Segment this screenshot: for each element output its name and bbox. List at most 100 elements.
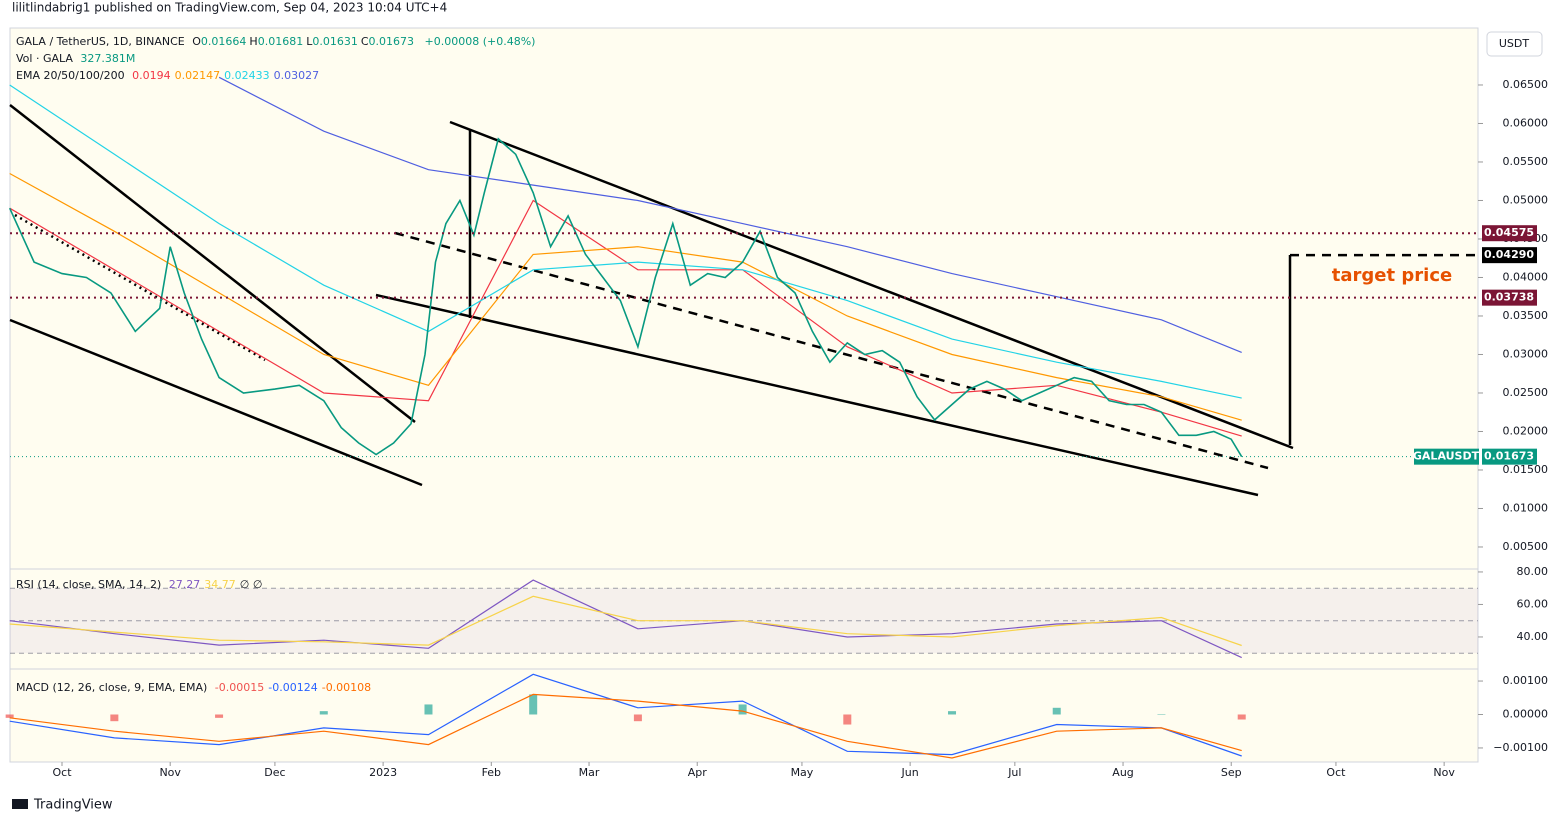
legend-value: 34.77	[204, 578, 236, 591]
x-tick-label: 2023	[369, 766, 397, 779]
symbol: GALA / TetherUS, 1D, BINANCE	[16, 35, 185, 48]
y-tick-label: 60.00	[1517, 597, 1549, 610]
currency-button[interactable]	[1486, 31, 1543, 57]
ohlc-value: 0.01673	[368, 35, 415, 48]
footer: TradingView	[33, 798, 113, 813]
macd-title: MACD (12, 26, close, 9, EMA, EMA)	[16, 681, 208, 694]
trendline	[9, 104, 416, 423]
y-tick-label: 0.04000	[1503, 270, 1549, 283]
ema-label: EMA 20/50/100/200	[16, 69, 125, 82]
x-tick-label: Mar	[579, 766, 600, 779]
price-tag-label: 0.04575	[1484, 226, 1534, 239]
legend-value: 0.02433	[224, 69, 270, 82]
y-tick-label: 0.05000	[1503, 193, 1549, 206]
ema-legend: EMA 20/50/100/200 0.0194 0.02147 0.02433 0.…	[16, 69, 323, 82]
y-tick-label: 0.06500	[1503, 78, 1549, 91]
ohlc-value: 0.01664	[200, 35, 247, 48]
legend-value: 27.27	[168, 578, 201, 591]
legend-value: 0.02147	[174, 69, 221, 82]
indicator-line	[9, 693, 1242, 759]
legend-value: -0.00124	[268, 681, 318, 694]
price-tag	[1482, 289, 1537, 306]
ohlc: O0.01664 H0.01681 L0.01631 C0.01673	[192, 35, 417, 48]
x-tick-label: Sep	[1221, 766, 1242, 779]
macd-histogram-bar	[5, 714, 14, 718]
ohlc-label: H	[249, 35, 258, 48]
trendline	[14, 213, 266, 362]
macd-histogram-bar	[424, 704, 433, 715]
x-tick-label: Apr	[688, 766, 708, 779]
rsi-legend: RSI (14, close, SMA, 14, 2) 27.27 34.77 ∅ …	[16, 578, 266, 591]
legend-value: -0.00015	[214, 681, 265, 694]
trendline	[449, 120, 1294, 450]
y-tick-label: 0.03000	[1503, 347, 1549, 360]
logo	[12, 799, 28, 809]
macd-histogram-bar	[738, 704, 747, 715]
macd-histogram-bar	[948, 711, 957, 715]
symbol-tag	[1414, 448, 1479, 465]
macd-legend: MACD (12, 26, close, 9, EMA, EMA) -0.000…	[16, 681, 375, 694]
price-legend: GALA / TetherUS, 1D, BINANCE O0.01664 H0.…	[16, 35, 539, 48]
x-tick-label: Jul	[1007, 766, 1021, 779]
ohlc-label: O	[192, 35, 201, 48]
x-tick-label: Nov	[159, 766, 181, 779]
price-tag	[1482, 225, 1537, 242]
macd-histogram-bar	[110, 714, 119, 722]
trendline	[375, 293, 1259, 497]
y-tick-label: 0.00500	[1503, 540, 1549, 553]
price-tag-label: 0.01673	[1484, 450, 1534, 463]
trendline	[394, 231, 1269, 470]
x-tick-label: Oct	[1326, 766, 1346, 779]
symbol-tag-label: GALAUSDT	[1413, 450, 1480, 463]
price-line	[8, 137, 1243, 458]
ema-line	[9, 84, 1242, 399]
price-tag	[1482, 448, 1537, 465]
ema-line	[218, 76, 1242, 353]
legend-value: 0.03027	[273, 69, 320, 82]
macd-histogram-bar	[1157, 714, 1166, 715]
indicator-line	[9, 579, 1242, 659]
y-tick-label: 0.01000	[1503, 501, 1549, 514]
x-tick-label: Nov	[1433, 766, 1455, 779]
change: +0.00008 (+0.48%)	[424, 35, 536, 48]
y-tick-label: 0.06000	[1503, 116, 1549, 129]
y-tick-label: −0.00100	[1493, 741, 1548, 754]
macd-histogram-bar	[1052, 707, 1061, 715]
macd-histogram-bar	[1237, 714, 1246, 720]
y-tick-label: 0.05500	[1503, 155, 1549, 168]
ohlc-value: 0.01631	[312, 35, 358, 48]
volume-label: Vol · GALA	[16, 52, 73, 65]
rsi-title: RSI (14, close, SMA, 14, 2)	[16, 578, 162, 591]
macd-histogram-bar	[633, 714, 642, 722]
ohlc-label: C	[360, 35, 369, 48]
x-tick-label: Feb	[482, 766, 501, 779]
y-tick-label: 0.00000	[1503, 707, 1549, 720]
ohlc-value: 0.01681	[257, 35, 304, 48]
price-tag	[1482, 247, 1537, 264]
y-tick-label: 80.00	[1517, 565, 1549, 578]
ema-line	[9, 172, 1242, 421]
y-tick-label: 40.00	[1517, 630, 1549, 643]
indicator-line	[9, 673, 1242, 757]
y-tick-label: 0.00100	[1503, 674, 1549, 687]
x-tick-label: May	[791, 766, 814, 779]
trendline	[9, 318, 423, 487]
y-tick-label: 0.01500	[1503, 463, 1549, 476]
price-tag-label: 0.03738	[1484, 291, 1534, 304]
macd-histogram-bar	[215, 714, 224, 718]
volume: 327.381M	[80, 52, 136, 65]
macd-histogram-bar	[529, 694, 538, 715]
x-tick-label: Jun	[901, 766, 919, 779]
ohlc-label: L	[306, 35, 313, 48]
legend-value: -0.00108	[321, 681, 372, 694]
volume-legend: Vol · GALA 327.381M	[16, 52, 139, 65]
x-tick-label: Dec	[264, 766, 285, 779]
y-tick-label: 0.02000	[1503, 424, 1549, 437]
macd-histogram-bar	[843, 714, 852, 725]
legend-value: 0.0194	[132, 69, 171, 82]
y-tick-label: 0.03500	[1503, 309, 1549, 322]
currency: USDT	[1499, 37, 1530, 50]
price-tag-label: 0.04290	[1484, 248, 1534, 261]
